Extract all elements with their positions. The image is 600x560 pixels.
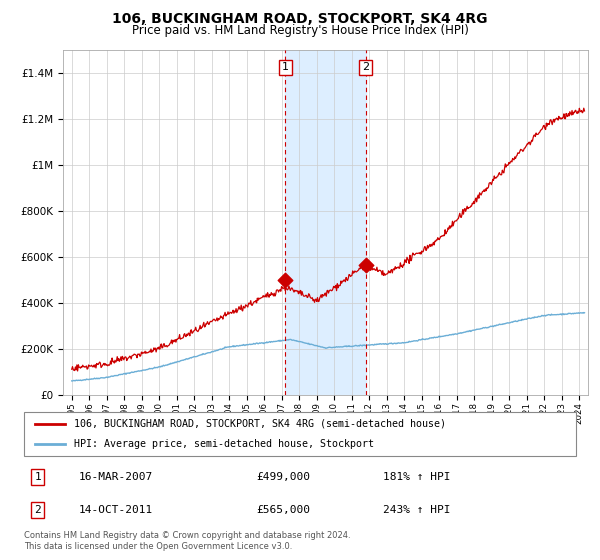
Bar bbox=[286, 50, 365, 395]
Text: 106, BUCKINGHAM ROAD, STOCKPORT, SK4 4RG (semi-detached house): 106, BUCKINGHAM ROAD, STOCKPORT, SK4 4RG… bbox=[74, 419, 446, 429]
Text: 2: 2 bbox=[362, 63, 369, 72]
Text: 181% ↑ HPI: 181% ↑ HPI bbox=[383, 472, 450, 482]
Text: £499,000: £499,000 bbox=[256, 472, 310, 482]
Text: 14-OCT-2011: 14-OCT-2011 bbox=[79, 505, 154, 515]
Text: 16-MAR-2007: 16-MAR-2007 bbox=[79, 472, 154, 482]
Point bbox=[281, 276, 290, 284]
Point bbox=[361, 260, 370, 269]
Text: Price paid vs. HM Land Registry's House Price Index (HPI): Price paid vs. HM Land Registry's House … bbox=[131, 24, 469, 36]
Text: Contains HM Land Registry data © Crown copyright and database right 2024.: Contains HM Land Registry data © Crown c… bbox=[24, 531, 350, 540]
Text: 106, BUCKINGHAM ROAD, STOCKPORT, SK4 4RG: 106, BUCKINGHAM ROAD, STOCKPORT, SK4 4RG bbox=[112, 12, 488, 26]
Text: 2: 2 bbox=[34, 505, 41, 515]
Text: 243% ↑ HPI: 243% ↑ HPI bbox=[383, 505, 450, 515]
Text: This data is licensed under the Open Government Licence v3.0.: This data is licensed under the Open Gov… bbox=[24, 542, 292, 550]
Text: 1: 1 bbox=[282, 63, 289, 72]
Text: 1: 1 bbox=[34, 472, 41, 482]
Text: £565,000: £565,000 bbox=[256, 505, 310, 515]
FancyBboxPatch shape bbox=[24, 412, 576, 456]
Text: HPI: Average price, semi-detached house, Stockport: HPI: Average price, semi-detached house,… bbox=[74, 439, 374, 449]
